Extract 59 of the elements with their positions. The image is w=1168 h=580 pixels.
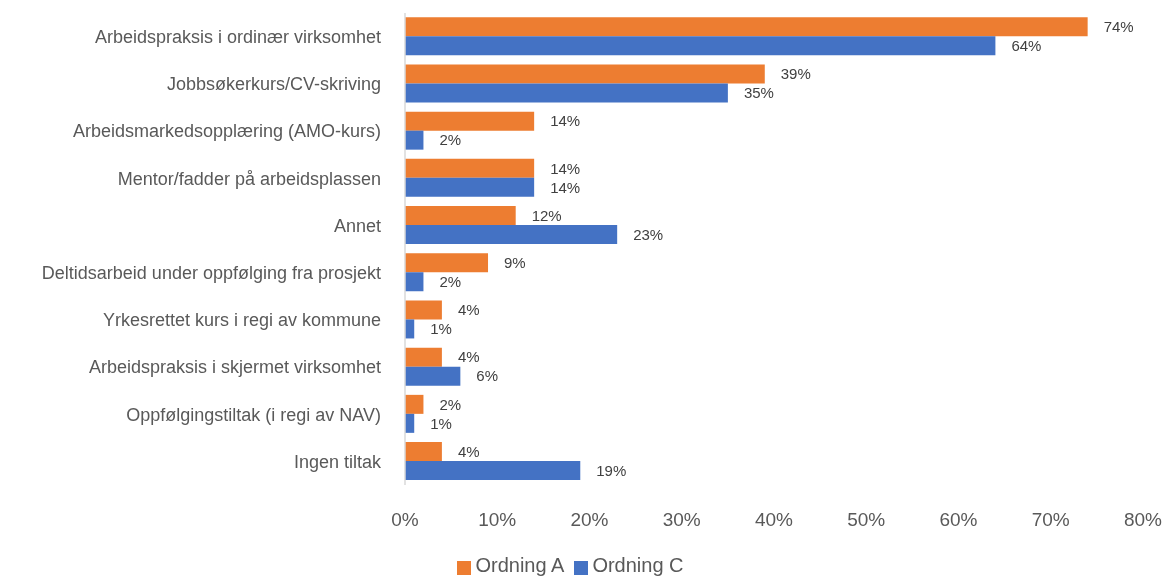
data-label: 1% xyxy=(430,414,452,432)
bar xyxy=(405,253,489,273)
y-tick-label: Jobbsøkerkurs/CV-skriving xyxy=(166,74,381,95)
bar xyxy=(405,17,1088,37)
bar xyxy=(405,347,442,367)
data-label: 1% xyxy=(430,320,452,338)
bar xyxy=(405,158,535,178)
data-label: 64% xyxy=(1011,37,1042,55)
data-label: 4% xyxy=(457,301,480,319)
data-label: 74% xyxy=(1103,18,1134,36)
x-tick-label: 30% xyxy=(662,509,701,531)
legend-label: Ordning C xyxy=(592,554,684,576)
data-label: 14% xyxy=(550,178,581,196)
bar xyxy=(405,461,581,481)
y-tick-label: Deltidsarbeid under oppfølging fra prosjekt xyxy=(41,262,381,283)
data-label: 39% xyxy=(780,65,811,83)
data-label: 2% xyxy=(439,131,462,149)
bar xyxy=(405,177,535,197)
data-label: 4% xyxy=(457,348,480,366)
data-label: 14% xyxy=(550,159,581,177)
y-tick-label: Arbeidsmarkedsopplæring (AMO-kurs) xyxy=(72,121,381,142)
x-tick-label: 20% xyxy=(570,509,609,531)
bar xyxy=(405,225,618,245)
bar xyxy=(405,272,424,292)
bar xyxy=(405,366,461,386)
y-tick-label: Oppfølgingstiltak (i regi av NAV) xyxy=(126,404,381,425)
data-label: 19% xyxy=(596,461,627,479)
bar xyxy=(405,83,728,103)
y-tick-label: Yrkesrettet kurs i regi av kommune xyxy=(102,310,381,331)
bar xyxy=(405,394,424,414)
y-tick-label: Arbeidspraksis i skjermet virksomhet xyxy=(88,357,381,378)
data-label: 2% xyxy=(439,395,462,413)
x-tick-label: 40% xyxy=(754,509,794,531)
y-tick-label: Arbeidspraksis i ordinær virksomhet xyxy=(94,26,381,47)
x-tick-label: 60% xyxy=(939,509,978,531)
x-tick-label: 80% xyxy=(1123,509,1163,531)
bar xyxy=(405,130,424,150)
bar xyxy=(405,64,765,84)
x-tick-label: 0% xyxy=(391,509,419,531)
bar xyxy=(405,36,996,56)
x-tick-label: 10% xyxy=(478,509,517,531)
x-tick-label: 50% xyxy=(847,509,886,531)
x-tick-label: 70% xyxy=(1031,509,1070,531)
bar xyxy=(405,111,535,131)
data-label: 35% xyxy=(743,84,774,102)
bar xyxy=(405,442,442,462)
bar xyxy=(405,300,442,320)
legend-label: Ordning A xyxy=(475,554,565,576)
data-label: 23% xyxy=(633,225,664,243)
data-label: 14% xyxy=(550,112,581,130)
y-tick-label: Annet xyxy=(333,215,381,236)
y-tick-label: Ingen tiltak xyxy=(293,451,382,472)
data-label: 2% xyxy=(439,273,462,291)
data-label: 9% xyxy=(504,254,526,272)
data-label: 6% xyxy=(476,367,499,385)
data-label: 4% xyxy=(457,442,480,460)
bar xyxy=(405,206,516,226)
data-label: 12% xyxy=(531,206,562,224)
y-tick-label: Mentor/fadder på arbeidsplassen xyxy=(117,168,381,189)
